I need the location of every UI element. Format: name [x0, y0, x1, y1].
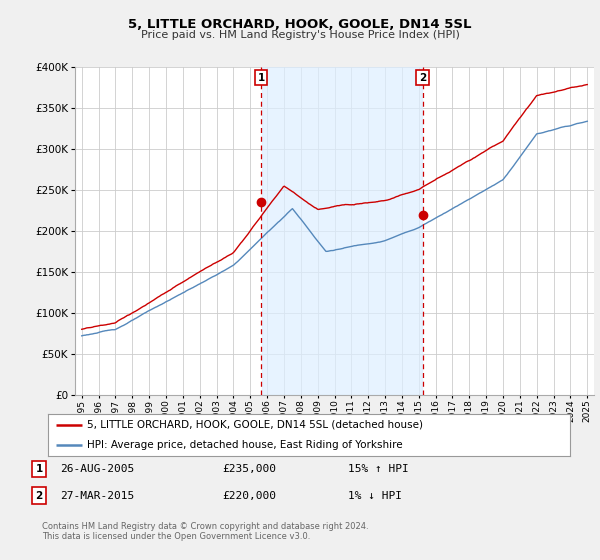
Text: 5, LITTLE ORCHARD, HOOK, GOOLE, DN14 5SL (detached house): 5, LITTLE ORCHARD, HOOK, GOOLE, DN14 5SL…: [87, 420, 423, 430]
Text: Price paid vs. HM Land Registry's House Price Index (HPI): Price paid vs. HM Land Registry's House …: [140, 30, 460, 40]
Text: 26-AUG-2005: 26-AUG-2005: [60, 464, 134, 474]
Text: 2: 2: [419, 73, 426, 83]
Text: 1: 1: [257, 73, 265, 83]
Text: 15% ↑ HPI: 15% ↑ HPI: [348, 464, 409, 474]
Text: 27-MAR-2015: 27-MAR-2015: [60, 491, 134, 501]
Text: This data is licensed under the Open Government Licence v3.0.: This data is licensed under the Open Gov…: [42, 532, 310, 541]
Text: 1% ↓ HPI: 1% ↓ HPI: [348, 491, 402, 501]
Text: HPI: Average price, detached house, East Riding of Yorkshire: HPI: Average price, detached house, East…: [87, 440, 403, 450]
Text: £235,000: £235,000: [222, 464, 276, 474]
Text: £220,000: £220,000: [222, 491, 276, 501]
Text: Contains HM Land Registry data © Crown copyright and database right 2024.: Contains HM Land Registry data © Crown c…: [42, 522, 368, 531]
Text: 1: 1: [35, 464, 43, 474]
Text: 2: 2: [35, 491, 43, 501]
Text: 5, LITTLE ORCHARD, HOOK, GOOLE, DN14 5SL: 5, LITTLE ORCHARD, HOOK, GOOLE, DN14 5SL: [128, 18, 472, 31]
